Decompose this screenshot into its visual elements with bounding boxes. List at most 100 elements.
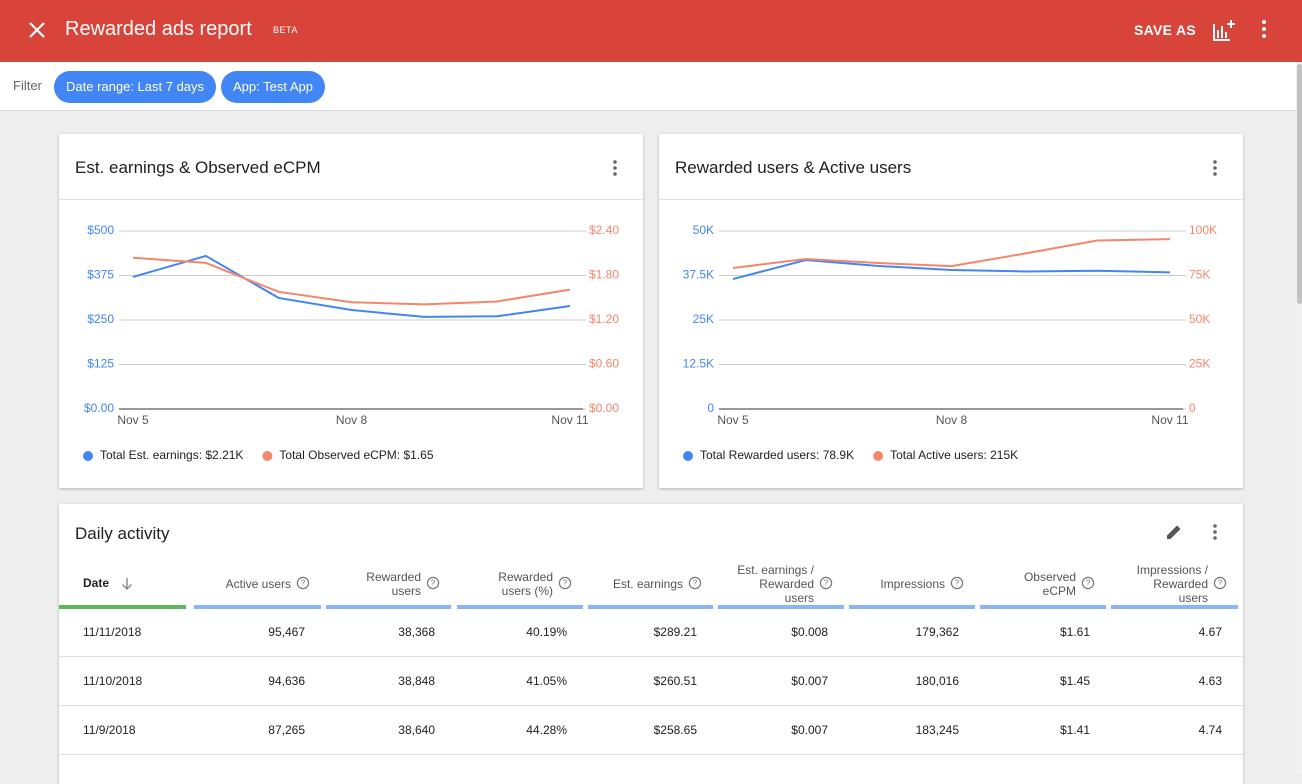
svg-text:?: ? <box>1086 579 1091 588</box>
divider <box>659 199 1243 200</box>
y-tick-label: 50K <box>693 223 714 237</box>
line-series <box>132 254 571 318</box>
table-cell: 94,636 <box>268 674 305 688</box>
table-cell: 41.05% <box>526 674 567 688</box>
table-cell: 11/9/2018 <box>83 723 136 737</box>
y-tick-label: 25K <box>693 312 714 326</box>
column-header: Est. earnings / Rewarded users <box>737 563 814 605</box>
filter-label: Filter <box>13 78 42 93</box>
column-header[interactable]: Date <box>83 576 110 590</box>
help-icon: ? <box>819 576 833 590</box>
table-cell: 95,467 <box>268 625 305 639</box>
x-tick-label: Nov 11 <box>1151 413 1188 427</box>
column-header: Rewarded users <box>366 570 421 598</box>
help-icon: ? <box>1081 576 1095 590</box>
legend-swatch <box>873 451 884 461</box>
y-tick-label: $500 <box>87 223 114 237</box>
y2-tick-label: 50K <box>1189 312 1210 326</box>
column-header: Impressions / Rewarded users <box>1136 563 1208 605</box>
save-as-button[interactable]: SAVE AS <box>1134 22 1197 38</box>
help-icon: ? <box>1213 576 1227 590</box>
y2-tick-label: 25K <box>1189 357 1210 371</box>
y-tick-label: 12.5K <box>683 357 714 371</box>
filter-chip[interactable]: App: Test App <box>221 71 325 103</box>
more-menu[interactable] <box>1258 19 1270 39</box>
chart: $0.00 $125 $250 $375 $500 $0.00 $0.60 $1.20 $1.8… <box>83 223 619 462</box>
y2-tick-label: 0 <box>1189 401 1196 415</box>
table-cell: 4.67 <box>1198 625 1222 639</box>
y-tick-label: $125 <box>87 357 114 371</box>
filter-chip[interactable]: Date range: Last 7 days <box>54 71 217 103</box>
table-cell: 38,368 <box>398 625 435 639</box>
table-cell: $0.007 <box>791 674 828 688</box>
table-cell: 38,848 <box>398 674 435 688</box>
y2-tick-label: $0.00 <box>589 401 619 415</box>
card-menu[interactable] <box>1209 159 1221 177</box>
column-header: Rewarded users (%) <box>498 570 553 598</box>
svg-text:?: ? <box>824 579 829 588</box>
table-cell: $1.41 <box>1059 723 1090 737</box>
y2-tick-label: 100K <box>1189 223 1217 237</box>
beta-badge: BETA <box>273 25 298 35</box>
svg-text:?: ? <box>431 579 436 588</box>
column-underline <box>59 605 186 609</box>
table-cell: $1.61 <box>1059 625 1090 639</box>
chart-card: Est. earnings & Observed eCPM $0.00 $125 $… <box>59 134 643 488</box>
chart: 0 12.5K 25K 37.5K 50K 0 25K 50K 75K 100K Nov 5 Nov … <box>683 223 1217 462</box>
x-tick-label: Nov 8 <box>936 413 968 427</box>
column-underline <box>326 605 451 609</box>
card-title: Rewarded users & Active users <box>675 158 912 177</box>
add-chart-button[interactable] <box>1212 19 1236 43</box>
column-header: Est. earnings <box>612 577 683 591</box>
table-cell: $0.008 <box>791 625 828 639</box>
column-underline <box>1111 605 1238 609</box>
column-underline <box>980 605 1106 609</box>
svg-text:?: ? <box>301 579 306 588</box>
x-tick-label: Nov 5 <box>117 413 149 427</box>
x-tick-label: Nov 5 <box>717 413 749 427</box>
svg-text:?: ? <box>693 579 698 588</box>
x-tick-label: Nov 11 <box>551 413 588 427</box>
card-title: Est. earnings & Observed eCPM <box>75 158 321 177</box>
table-cell: 183,245 <box>915 723 959 737</box>
column-underline <box>194 605 321 609</box>
table-card: Daily activity Date Active users? Rewarded… <box>59 504 1243 784</box>
help-icon: ? <box>296 576 310 590</box>
legend-swatch <box>683 451 693 461</box>
y-tick-label: 0 <box>707 401 714 415</box>
table-cell: $1.45 <box>1059 674 1090 688</box>
sort-icon <box>122 578 132 590</box>
table-cell: 4.63 <box>1198 674 1222 688</box>
column-underline <box>718 605 844 609</box>
legend-label: Total Est. earnings: $2.21K <box>100 448 243 462</box>
chart-card: Rewarded users & Active users 0 12.5K 25K 3… <box>659 134 1243 488</box>
line-series <box>132 256 571 306</box>
y2-tick-label: $2.40 <box>589 223 619 237</box>
card-menu[interactable] <box>609 159 621 177</box>
x-tick-label: Nov 8 <box>336 413 368 427</box>
edit-button[interactable] <box>1165 523 1183 541</box>
table-cell: 87,265 <box>268 723 305 737</box>
column-underline <box>457 605 583 609</box>
line-series <box>732 259 1171 281</box>
column-underline <box>849 605 975 609</box>
column-header: Impressions <box>880 577 945 591</box>
close-button[interactable] <box>28 21 46 39</box>
table-cell: $258.65 <box>653 723 697 737</box>
table-cell: 180,016 <box>915 674 959 688</box>
scrollbar-thumb[interactable] <box>1297 64 1302 304</box>
legend-swatch <box>83 451 93 461</box>
row-divider <box>59 754 1243 755</box>
table-cell: $0.007 <box>791 723 828 737</box>
table-cell: 4.74 <box>1198 723 1222 737</box>
help-icon: ? <box>688 576 702 590</box>
table-cell: 11/10/2018 <box>83 674 143 688</box>
card-menu[interactable] <box>1209 523 1221 541</box>
row-divider <box>59 656 1243 657</box>
table: Date Active users? Rewarded users? Rewarded… <box>59 504 1243 784</box>
svg-text:?: ? <box>563 579 568 588</box>
column-header: Active users <box>225 577 291 591</box>
legend-label: Total Active users: 215K <box>890 448 1018 462</box>
card-title: Daily activity <box>75 524 170 543</box>
scrollbar <box>1296 62 1302 773</box>
